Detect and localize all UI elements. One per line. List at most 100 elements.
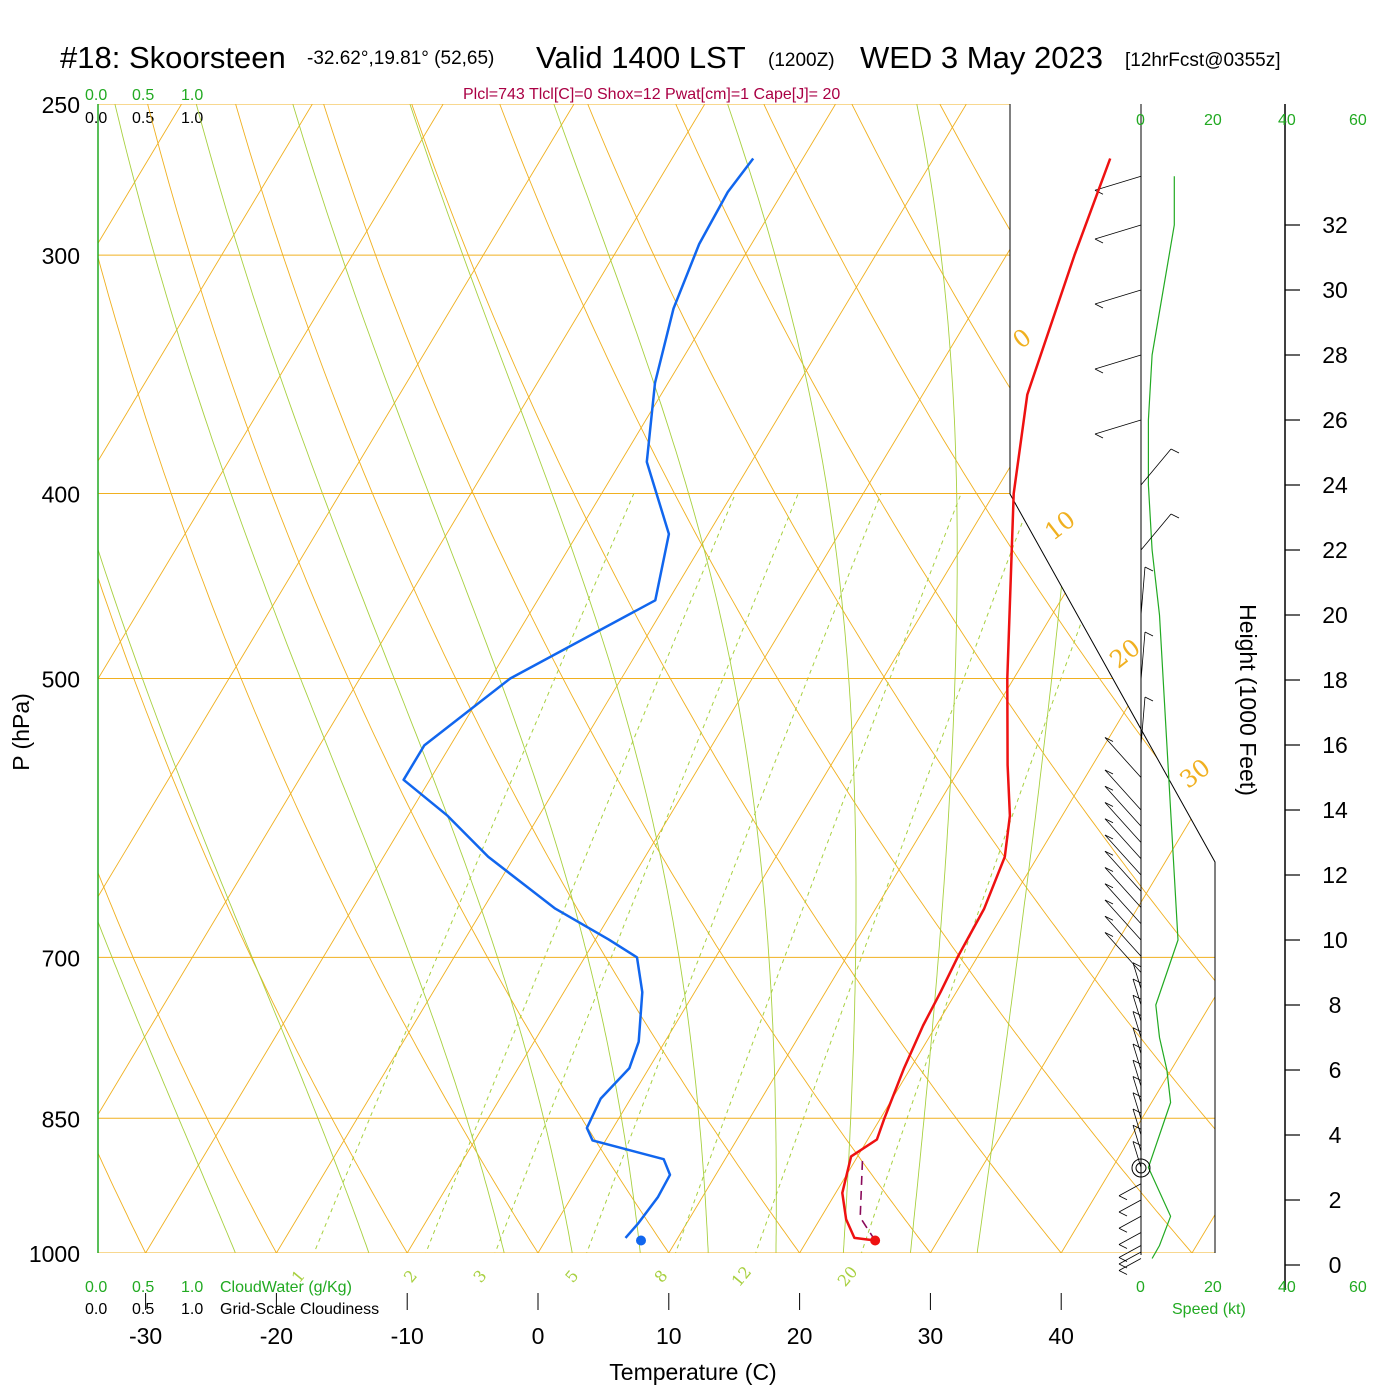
valid-time: Valid 1400 LST	[536, 40, 746, 75]
height-tick-label: 18	[1322, 667, 1348, 693]
pressure-tick-label: 700	[42, 945, 80, 971]
cloudwater-bottom-tick-1: 0.5	[132, 1279, 154, 1296]
wind-barb	[1104, 883, 1142, 925]
wind-barb	[1140, 566, 1154, 616]
wind-column	[1094, 104, 1180, 1275]
wind-barb-staff	[1094, 354, 1142, 370]
mixing-ratio-label: 8	[650, 1266, 671, 1286]
dry-adiabat-line	[486, 104, 1215, 1253]
cloudwater-axis-title: CloudWater (g/Kg)	[220, 1279, 352, 1296]
wind-barb-staff	[1118, 1183, 1142, 1197]
wind-barb-staff	[1132, 1060, 1142, 1087]
wind-barb-staff	[1104, 867, 1142, 908]
speed-bottom-tick-1: 20	[1204, 1279, 1222, 1296]
wind-barb	[1104, 932, 1142, 973]
cloudiness-axis-title: Grid-Scale Cloudiness	[220, 1301, 379, 1318]
mixing-ratio-label: 2	[400, 1266, 421, 1286]
dry-adiabat-line	[660, 104, 1215, 1253]
background-grid	[98, 104, 1215, 1253]
dry-adiabat-line	[573, 104, 1215, 1253]
wind-barb-flag	[1104, 834, 1114, 840]
wind-barb	[1132, 962, 1142, 989]
wind-barb	[1140, 513, 1180, 551]
isotherm-line	[98, 104, 726, 1253]
wind-barb-flag	[1132, 978, 1142, 984]
wind-barb-flag	[1144, 696, 1154, 702]
temperature-tick-label: 30	[918, 1323, 944, 1349]
dry-adiabat-line	[747, 104, 1215, 1253]
moist-adiabat-line	[98, 104, 253, 1253]
wind-barb	[1104, 867, 1142, 908]
right-plot-border	[1009, 104, 1216, 1253]
wind-barb	[1104, 769, 1142, 811]
dry-adiabat-line	[98, 104, 565, 1253]
valid-date: WED 3 May 2023	[860, 40, 1103, 75]
temperature-tick-label: 10	[656, 1323, 682, 1349]
cloudwater-top-tick-1: 0.5	[132, 87, 154, 104]
isotherm-line	[98, 104, 464, 1253]
wind-barb-staff	[1132, 1027, 1142, 1054]
forecast-info: [12hrFcst@0355z]	[1125, 50, 1281, 71]
speed-axis-title: Speed (kt)	[1172, 1301, 1246, 1318]
wind-barb	[1104, 785, 1142, 827]
height-tick-label: 26	[1322, 407, 1348, 433]
wind-barb-staff	[1104, 883, 1142, 925]
wind-barb	[1094, 419, 1142, 439]
wind-barb-flag	[1104, 883, 1114, 889]
surface-temperature-dot	[870, 1235, 881, 1246]
wind-barb-flag	[1104, 802, 1114, 807]
isotherm-line	[1036, 104, 1215, 1253]
wind-barb-flag	[1132, 1141, 1142, 1146]
dry-adiabat-label: 20	[1104, 633, 1145, 674]
station-coords: -32.62°,19.81° (52,65)	[307, 48, 494, 69]
wind-barb-flag	[1132, 1043, 1142, 1049]
wind-barb	[1104, 834, 1142, 876]
cloudiness-top-tick-0: 0.0	[85, 110, 107, 127]
wind-barb	[1132, 1076, 1142, 1103]
dry-adiabat-line	[399, 104, 1095, 1253]
calm-wind-circle-outer	[1131, 1158, 1151, 1178]
wind-barb-staff	[1140, 566, 1146, 616]
wind-barb-staff	[1104, 769, 1142, 811]
moist-adiabat-line	[971, 104, 1089, 1253]
wind-barb-staff	[1140, 631, 1146, 681]
moist-adiabat-line	[715, 104, 857, 1253]
height-tick-label: 0	[1329, 1252, 1342, 1278]
wind-barb-flag	[1118, 1263, 1128, 1269]
isotherm-line	[774, 104, 1215, 1253]
wind-barb	[1140, 631, 1154, 681]
wind-barb-flag	[1170, 448, 1180, 454]
height-tick-label: 22	[1322, 537, 1348, 563]
wind-barb	[1104, 915, 1142, 957]
temperature-tick-label: 40	[1048, 1323, 1074, 1349]
height-tick-label: 12	[1322, 862, 1348, 888]
temperature-trace	[841, 158, 1112, 1242]
moist-adiabat-line	[282, 104, 645, 1253]
height-tick-label: 4	[1329, 1122, 1342, 1148]
wind-barb	[1104, 818, 1142, 860]
mixing-ratio-label: 12	[728, 1262, 756, 1290]
dry-adiabat-label: 30	[1174, 753, 1215, 794]
wind-barb-staff	[1132, 978, 1142, 1006]
sounding-parameters: Plcl=743 Tlcl[C]=0 Shox=12 Pwat[cm]=1 Ca…	[463, 86, 840, 103]
wind-barb-flag	[1132, 994, 1142, 1000]
height-tick-label: 30	[1322, 277, 1348, 303]
wind-barb-staff	[1094, 175, 1142, 191]
sounding-traces	[402, 157, 1112, 1246]
wind-barb-staff	[1104, 899, 1142, 941]
dry-adiabat-label: 10	[1039, 505, 1080, 546]
moist-adiabat-line	[398, 104, 711, 1253]
wind-barb	[1132, 994, 1142, 1022]
pressure-tick-label: 1000	[29, 1241, 80, 1267]
station-title: #18: Skoorsteen	[60, 40, 286, 75]
isotherm-line	[905, 104, 1215, 1253]
wind-barb	[1118, 1258, 1142, 1275]
isotherm-line	[251, 104, 988, 1253]
wind-barb-staff	[1132, 1076, 1142, 1103]
cloudiness-bottom-tick-2: 1.0	[181, 1301, 203, 1318]
wind-barb-flag	[1118, 1227, 1128, 1233]
wind-barb-flag	[1132, 962, 1142, 968]
wind-barb-flag	[1132, 1059, 1142, 1065]
wind-barb-staff	[1132, 1092, 1142, 1119]
